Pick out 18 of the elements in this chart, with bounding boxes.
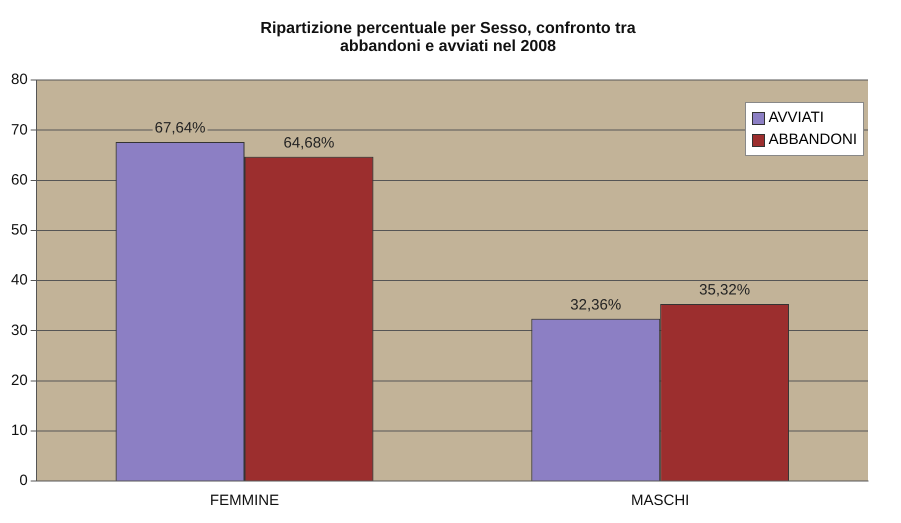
y-tick-label: 0 [19,472,28,490]
y-tick-label: 60 [10,171,28,188]
x-tick-label: FEMMINE [210,492,280,510]
data-label: 32,36% [570,296,622,314]
y-tick-label: 20 [10,372,28,389]
y-tick-label: 50 [10,222,28,239]
data-label: 67,64% [154,120,206,137]
chart-title: Ripartizione percentuale per Sesso, confronto tra abbandoni e avviati nel 2008 [259,20,637,56]
legend-label: ABBANDONI [768,130,857,150]
data-label: 35,32% [699,282,750,299]
x-tick-label: MASCHI [631,492,690,510]
y-tick-label: 10 [10,422,28,440]
y-tick-label: 70 [10,121,28,138]
data-label: 64,68% [284,134,334,152]
y-tick-label: 80 [10,71,28,88]
y-tick-label: 40 [10,272,28,289]
legend-label: AVVIATI [768,108,824,128]
y-tick-label: 30 [10,322,28,339]
